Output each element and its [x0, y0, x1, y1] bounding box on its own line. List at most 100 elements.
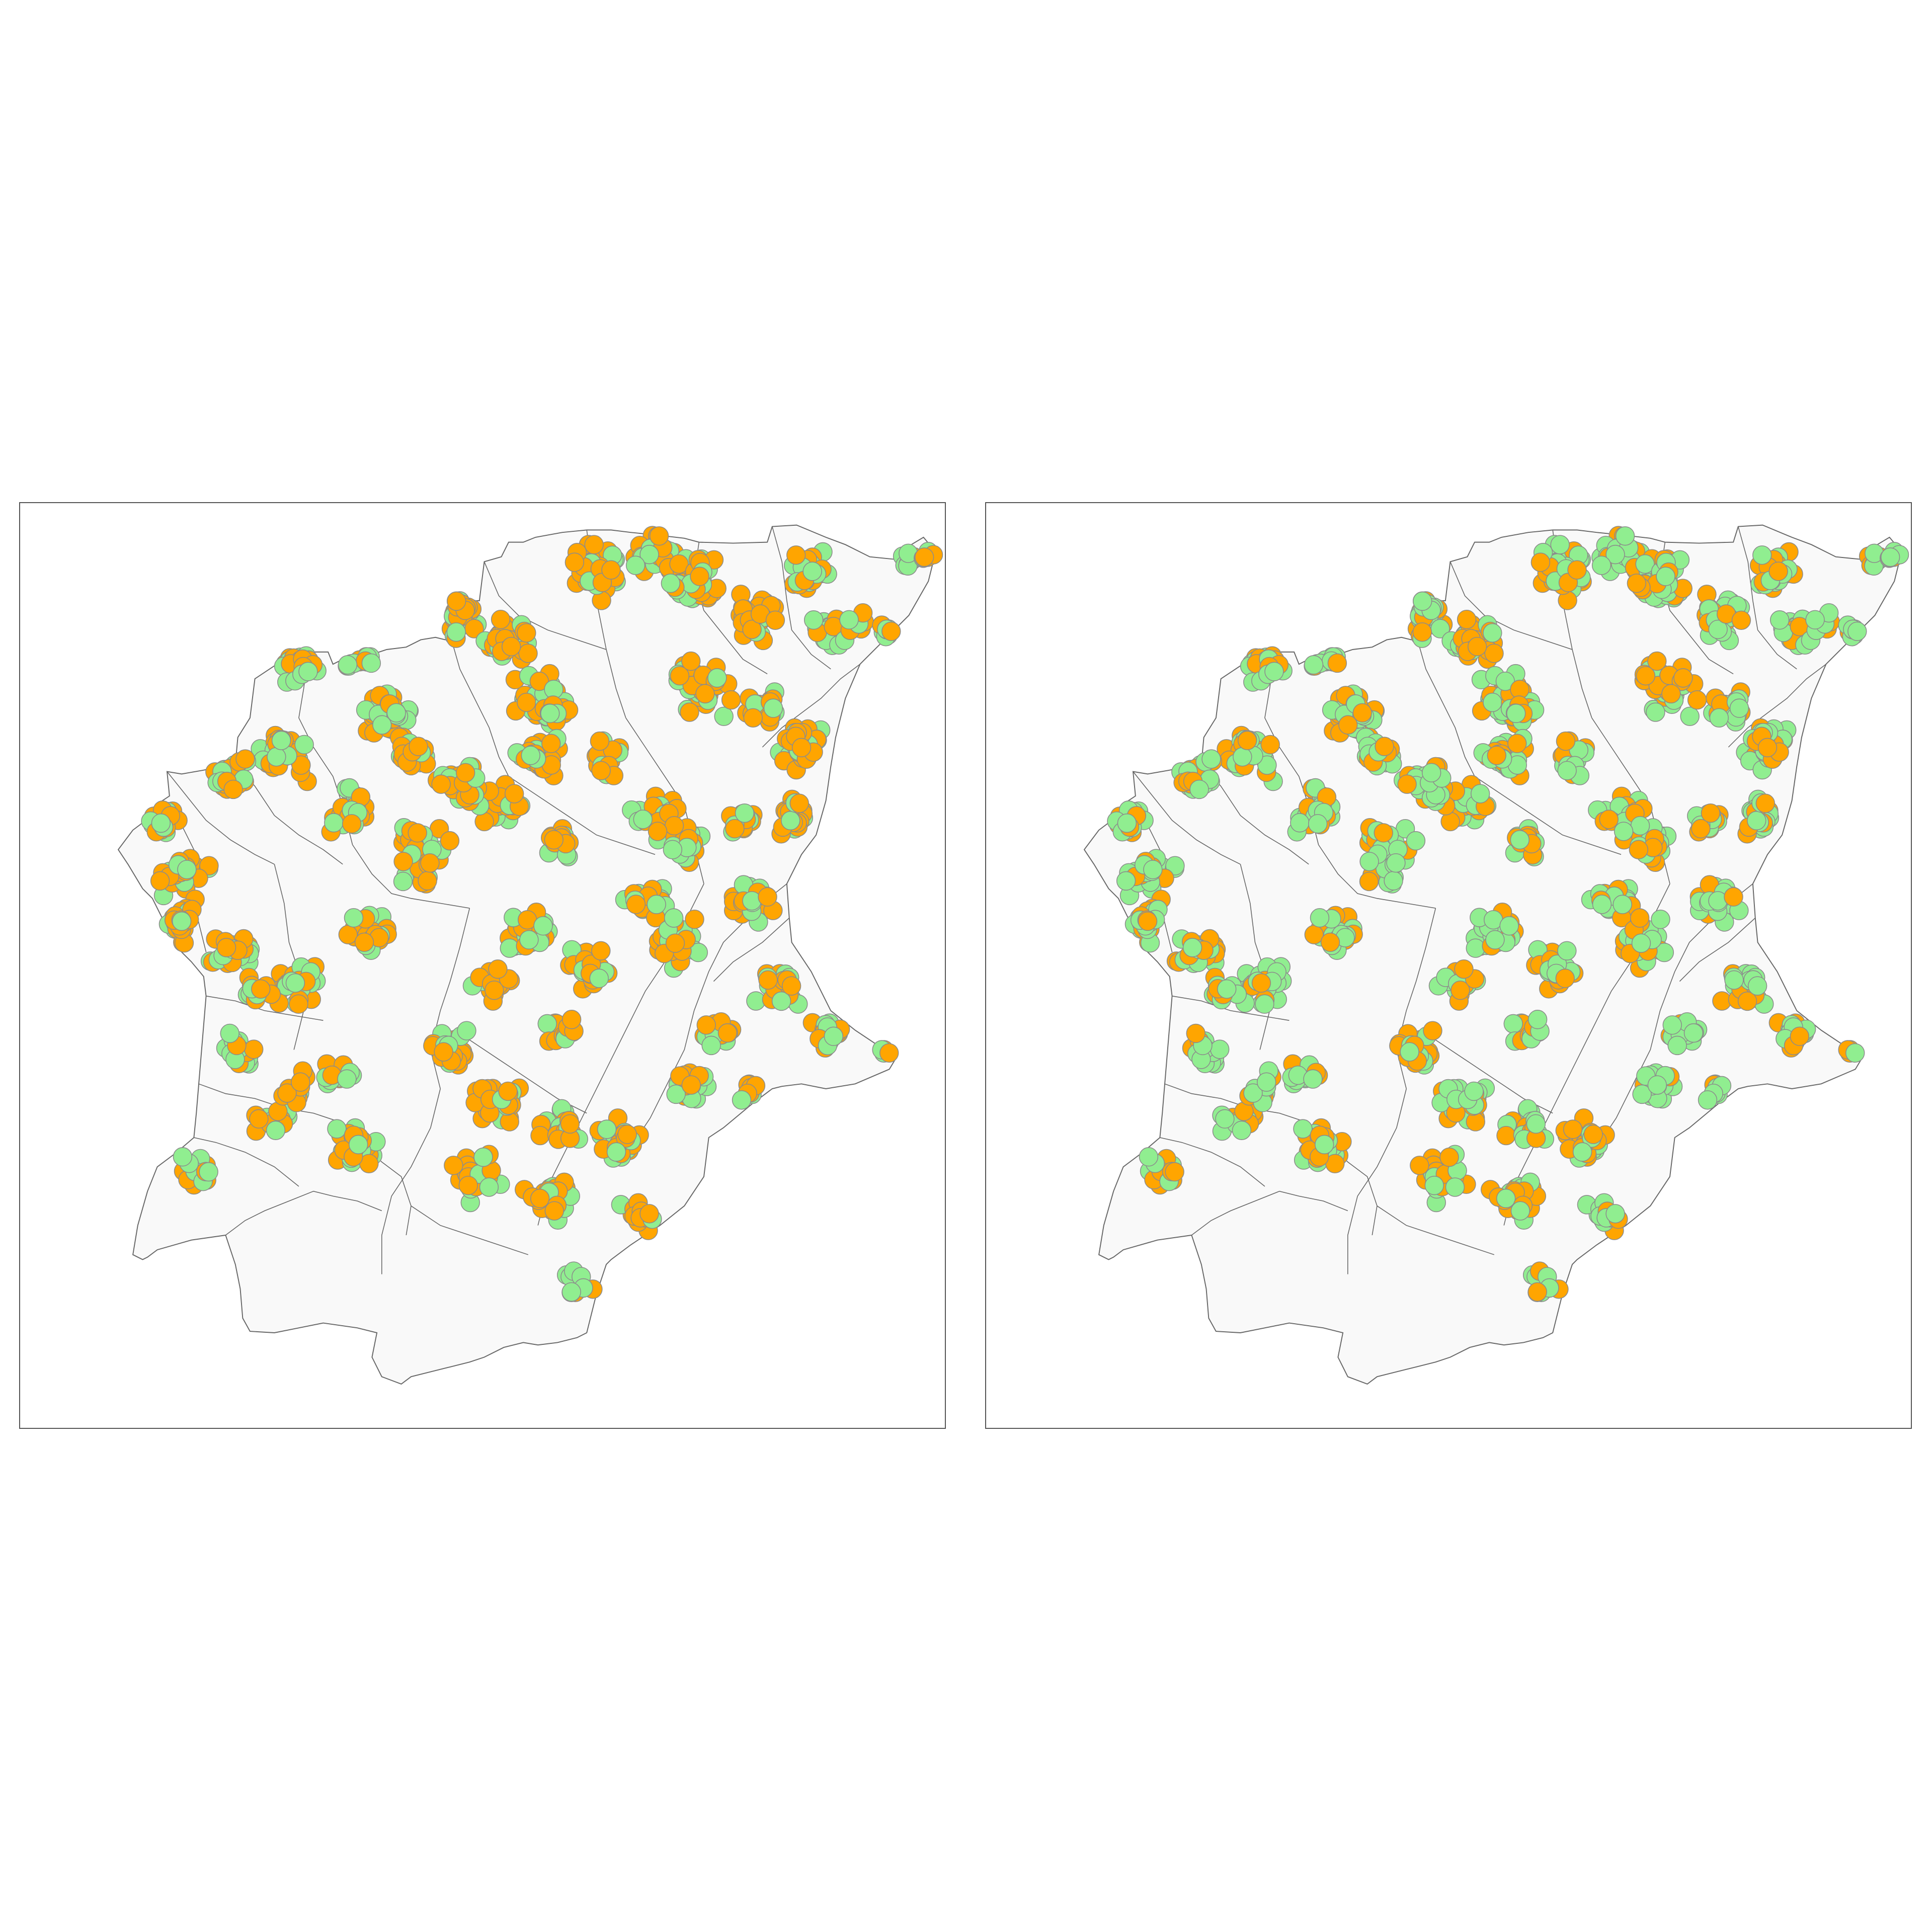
- point-marker-orange: [695, 684, 715, 704]
- point-marker-orange: [150, 871, 170, 891]
- point-marker-orange: [1423, 1021, 1442, 1040]
- point-marker-green: [771, 991, 791, 1011]
- map-left: [117, 524, 943, 1385]
- point-marker-green: [1117, 813, 1137, 833]
- district-boundary: [206, 995, 324, 1021]
- point-marker-orange: [648, 822, 668, 841]
- point-marker-orange: [664, 816, 684, 836]
- point-marker-orange: [455, 763, 475, 783]
- point-marker-orange: [408, 823, 427, 843]
- point-marker-orange: [1496, 1125, 1516, 1146]
- point-marker-orange: [223, 779, 243, 799]
- point-marker-green: [1232, 1120, 1252, 1140]
- point-marker-orange: [530, 1125, 550, 1146]
- point-marker-orange: [447, 591, 466, 611]
- point-marker-green: [1631, 933, 1651, 953]
- point-marker-green: [639, 544, 659, 565]
- point-marker-green: [661, 574, 681, 593]
- point-marker-green: [173, 1147, 193, 1167]
- point-marker-orange: [560, 1114, 580, 1134]
- point-marker-orange: [1359, 871, 1379, 892]
- point-marker-orange: [440, 831, 460, 851]
- point-marker-orange: [518, 643, 538, 663]
- district-boundary: [1377, 1205, 1495, 1255]
- point-marker-green: [1510, 1201, 1530, 1221]
- point-marker-green: [1293, 1119, 1313, 1139]
- point-marker-orange: [1531, 552, 1551, 572]
- point-marker-green: [1217, 979, 1237, 999]
- point-marker-orange: [277, 1083, 297, 1103]
- point-marker-green: [1683, 1023, 1704, 1043]
- point-marker-orange: [786, 545, 806, 565]
- point-marker-orange: [1724, 887, 1743, 907]
- point-marker-green: [1667, 1035, 1687, 1056]
- point-marker-orange: [1691, 819, 1711, 839]
- point-marker-orange: [1757, 738, 1778, 758]
- point-marker-orange: [1630, 908, 1650, 928]
- point-marker-orange: [541, 734, 561, 753]
- point-marker-orange: [1320, 932, 1340, 952]
- district-boundary: [411, 1205, 529, 1255]
- point-marker-green: [344, 908, 364, 928]
- point-marker-green: [781, 811, 800, 831]
- point-marker-orange: [501, 636, 521, 657]
- point-marker-orange: [781, 976, 801, 996]
- district-boundary: [1318, 844, 1436, 909]
- point-marker-green: [267, 747, 286, 767]
- point-marker-orange: [235, 749, 255, 769]
- point-marker-green: [151, 813, 171, 833]
- point-marker-orange: [680, 702, 699, 722]
- point-marker-orange: [1790, 1026, 1810, 1046]
- point-marker-green: [220, 1023, 239, 1043]
- point-marker-green: [1264, 662, 1284, 681]
- point-marker-orange: [1731, 610, 1751, 630]
- point-marker-orange: [617, 1124, 637, 1144]
- point-marker-orange: [544, 1201, 564, 1221]
- point-marker-orange: [758, 887, 777, 907]
- point-marker-green: [824, 1026, 844, 1046]
- point-marker-orange: [789, 793, 809, 813]
- district-boundary: [381, 1088, 441, 1274]
- point-marker-green: [1662, 1015, 1682, 1035]
- point-marker-green: [1424, 1175, 1444, 1195]
- point-marker-orange: [791, 738, 812, 758]
- district-boundary: [167, 771, 275, 865]
- point-marker-green: [647, 895, 666, 914]
- point-marker-orange: [1636, 666, 1656, 686]
- point-marker-orange: [758, 970, 778, 990]
- district-boundary: [508, 776, 656, 855]
- point-marker-green: [372, 715, 392, 735]
- point-marker-green: [1506, 703, 1526, 723]
- point-marker-green: [735, 803, 755, 823]
- point-marker-orange: [725, 819, 745, 839]
- point-marker-orange: [1583, 1124, 1603, 1144]
- point-marker-green: [1406, 831, 1426, 851]
- point-marker-orange: [1260, 735, 1280, 755]
- point-marker-orange: [1701, 803, 1721, 823]
- point-marker-green: [1445, 1177, 1465, 1197]
- point-marker-green: [1605, 1204, 1625, 1224]
- point-marker-green: [1503, 1014, 1523, 1034]
- point-marker-orange: [1251, 973, 1271, 993]
- point-marker-green: [1729, 698, 1749, 718]
- point-marker-orange: [717, 1023, 738, 1043]
- point-marker-green: [1386, 853, 1406, 873]
- point-marker-orange: [244, 1039, 264, 1059]
- point-marker-green: [1483, 692, 1502, 712]
- point-marker-orange: [742, 619, 762, 639]
- point-marker-green: [1400, 1042, 1419, 1062]
- point-marker-green: [537, 1014, 557, 1034]
- point-marker-green: [519, 930, 539, 950]
- point-marker-green: [701, 1035, 721, 1056]
- point-marker-orange: [1412, 622, 1432, 642]
- point-marker-orange: [561, 1010, 582, 1029]
- point-marker-green: [1526, 1114, 1546, 1134]
- point-marker-green: [1485, 930, 1505, 950]
- point-marker-orange: [216, 938, 236, 957]
- point-marker-green: [1651, 910, 1670, 929]
- point-marker-green: [533, 916, 553, 936]
- point-marker-green: [1646, 702, 1665, 722]
- point-marker-green: [1845, 1043, 1865, 1063]
- point-marker-green: [1466, 938, 1485, 958]
- point-marker-green: [1421, 763, 1441, 783]
